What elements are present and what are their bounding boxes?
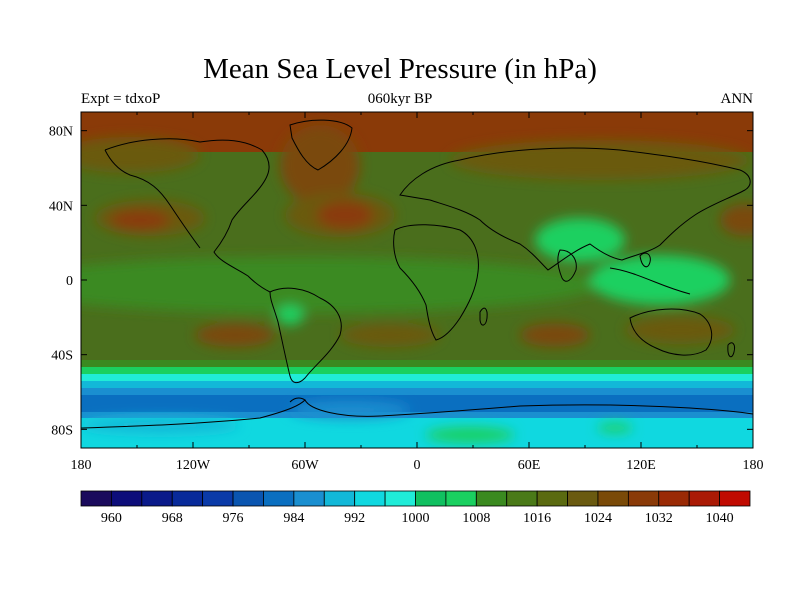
colorbar-label: 992: [344, 511, 365, 526]
x-tick-label: 60E: [518, 458, 541, 473]
colorbar-swatch: [719, 490, 751, 507]
colorbar-swatch: [171, 490, 204, 507]
colorbar: 960 968 976 984 992 1000 1008 1016 1024 1032 1040: [80, 490, 751, 526]
map-title: Mean Sea Level Pressure (in hPa): [203, 53, 597, 85]
pressure-field: [81, 112, 753, 448]
x-tick-label: 0: [414, 458, 421, 473]
colorbar-label: 1024: [584, 511, 612, 526]
colorbar-swatch: [80, 490, 112, 507]
experiment-label: Expt = tdxoP: [81, 91, 161, 107]
colorbar-label: 1000: [402, 511, 430, 526]
colorbar-label: 984: [283, 511, 304, 526]
x-tick-label: 120W: [176, 458, 211, 473]
colorbar-swatch: [567, 490, 599, 507]
colorbar-swatch: [597, 490, 629, 507]
colorbar-label: 1016: [523, 511, 551, 526]
band-1004: [81, 367, 753, 375]
colorbar-swatch: [293, 490, 325, 507]
y-tick-label: 40S: [51, 349, 73, 364]
x-tick-label: 120E: [626, 458, 656, 473]
band-992: [81, 381, 753, 389]
x-tick-label: 180: [743, 458, 764, 473]
y-tick-label: 0: [66, 274, 73, 289]
x-tick-label: 180: [71, 458, 92, 473]
colorbar-label: 976: [223, 511, 244, 526]
season-label: ANN: [720, 91, 754, 107]
colorbar-swatch: [658, 490, 690, 507]
colorbar-swatch: [111, 490, 143, 507]
colorbar-swatch: [445, 490, 477, 507]
colorbar-label: 960: [101, 511, 122, 526]
colorbar-label: 968: [162, 511, 183, 526]
colorbar-swatch: [354, 490, 386, 507]
colorbar-swatch: [415, 490, 447, 507]
y-axis: 80N 40N 0 40S 80S: [49, 125, 753, 438]
colorbar-swatch: [202, 490, 234, 507]
x-tick-label: 60W: [291, 458, 319, 473]
colorbar-swatch: [536, 490, 568, 507]
band-1000: [81, 374, 753, 382]
coastlines: [81, 119, 753, 429]
colorbar-swatch: [506, 490, 538, 507]
colorbar-label: 1008: [462, 511, 490, 526]
y-tick-label: 80N: [49, 125, 73, 140]
colorbar-label: 1032: [645, 511, 673, 526]
x-axis: 180 120W 60W 0 60E 120E 180: [71, 112, 764, 473]
colorbar-swatch: [141, 490, 173, 507]
colorbar-swatch: [263, 490, 295, 507]
colorbar-swatch: [232, 490, 264, 507]
colorbar-swatch: [384, 490, 416, 507]
colorbar-label: 1040: [706, 511, 734, 526]
colorbar-swatch: [323, 490, 356, 507]
band-988-south: [81, 412, 753, 420]
y-tick-label: 80S: [51, 423, 73, 438]
colorbar-swatch: [688, 490, 720, 507]
band-988: [81, 388, 753, 396]
colorbar-swatch: [627, 490, 660, 507]
period-label: 060kyr BP: [367, 91, 433, 107]
colorbar-swatch: [475, 490, 508, 507]
y-tick-label: 40N: [49, 199, 73, 214]
